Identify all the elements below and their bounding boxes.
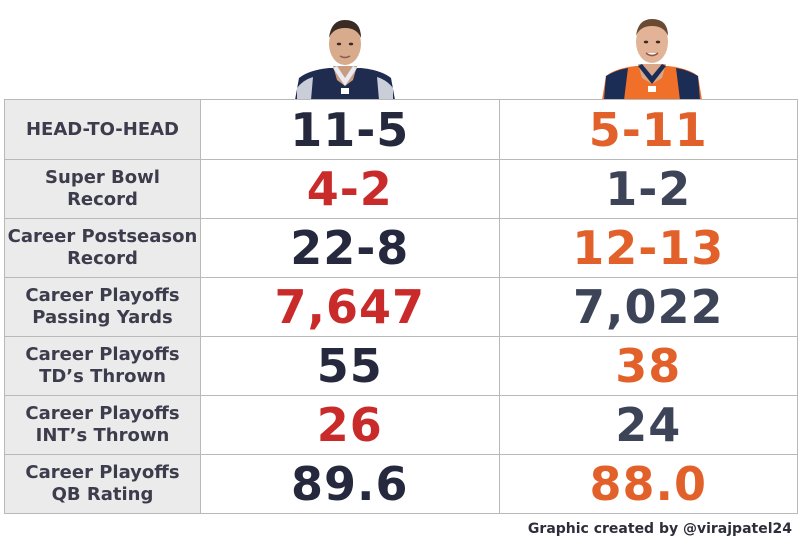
player-photo-orange-jersey-icon — [602, 19, 702, 100]
table-row: Career Playoffs QB Rating 89.6 88.0 — [4, 454, 798, 514]
comparison-table: HEAD-TO-HEAD 11-5 5-11 Super Bowl Record… — [4, 99, 798, 514]
row-label-line: QB Rating — [51, 484, 154, 505]
row-label-line: HEAD-TO-HEAD — [25, 118, 179, 140]
right-player-value: 24 — [498, 395, 798, 455]
row-label-line: Career Playoffs — [25, 285, 180, 306]
left-player-value: 11-5 — [200, 99, 500, 160]
table-row: Super Bowl Record 4-2 1-2 — [4, 159, 798, 219]
row-label: Career Playoffs QB Rating — [4, 454, 201, 514]
player-photo-left — [295, 14, 395, 100]
row-label: Career Playoffs Passing Yards — [4, 277, 201, 337]
table-row: Career Playoffs INT’s Thrown 26 24 — [4, 395, 798, 455]
row-label-line: Career Postseason — [7, 226, 198, 247]
right-player-value: 1-2 — [498, 159, 798, 219]
row-label-line: Super Bowl — [45, 167, 160, 188]
row-label: Super Bowl Record — [4, 159, 201, 219]
row-label-line: Record — [67, 189, 138, 210]
right-player-value: 88.0 — [498, 454, 798, 514]
player-photo-navy-jersey-icon — [295, 20, 395, 100]
header — [0, 0, 800, 100]
left-player-value: 7,647 — [200, 277, 500, 337]
table-row: Career Playoffs TD’s Thrown 55 38 — [4, 336, 798, 396]
row-label-line: Career Playoffs — [25, 462, 180, 483]
left-player-value: 55 — [200, 336, 500, 396]
row-label: Career Postseason Record — [4, 218, 201, 278]
left-player-value: 4-2 — [200, 159, 500, 219]
row-label-line: TD’s Thrown — [39, 366, 166, 387]
row-label: Career Playoffs INT’s Thrown — [4, 395, 201, 455]
right-player-value: 7,022 — [498, 277, 798, 337]
right-player-value: 5-11 — [498, 99, 798, 160]
left-player-value: 26 — [200, 395, 500, 455]
left-player-value: 89.6 — [200, 454, 500, 514]
row-label-line: Passing Yards — [32, 307, 173, 328]
table-row: HEAD-TO-HEAD 11-5 5-11 — [4, 99, 798, 160]
player-photo-right — [602, 14, 702, 100]
row-label-line: Career Playoffs — [25, 403, 180, 424]
row-label-line: INT’s Thrown — [35, 425, 170, 446]
left-player-value: 22-8 — [200, 218, 500, 278]
row-label: HEAD-TO-HEAD — [4, 99, 201, 160]
row-label-line: Record — [67, 248, 138, 269]
right-player-value: 38 — [498, 336, 798, 396]
right-player-value: 12-13 — [498, 218, 798, 278]
table-row: Career Postseason Record 22-8 12-13 — [4, 218, 798, 278]
graphic-credit: Graphic created by @virajpatel24 — [527, 521, 792, 537]
row-label-line: Career Playoffs — [25, 344, 180, 365]
row-label: Career Playoffs TD’s Thrown — [4, 336, 201, 396]
table-row: Career Playoffs Passing Yards 7,647 7,02… — [4, 277, 798, 337]
